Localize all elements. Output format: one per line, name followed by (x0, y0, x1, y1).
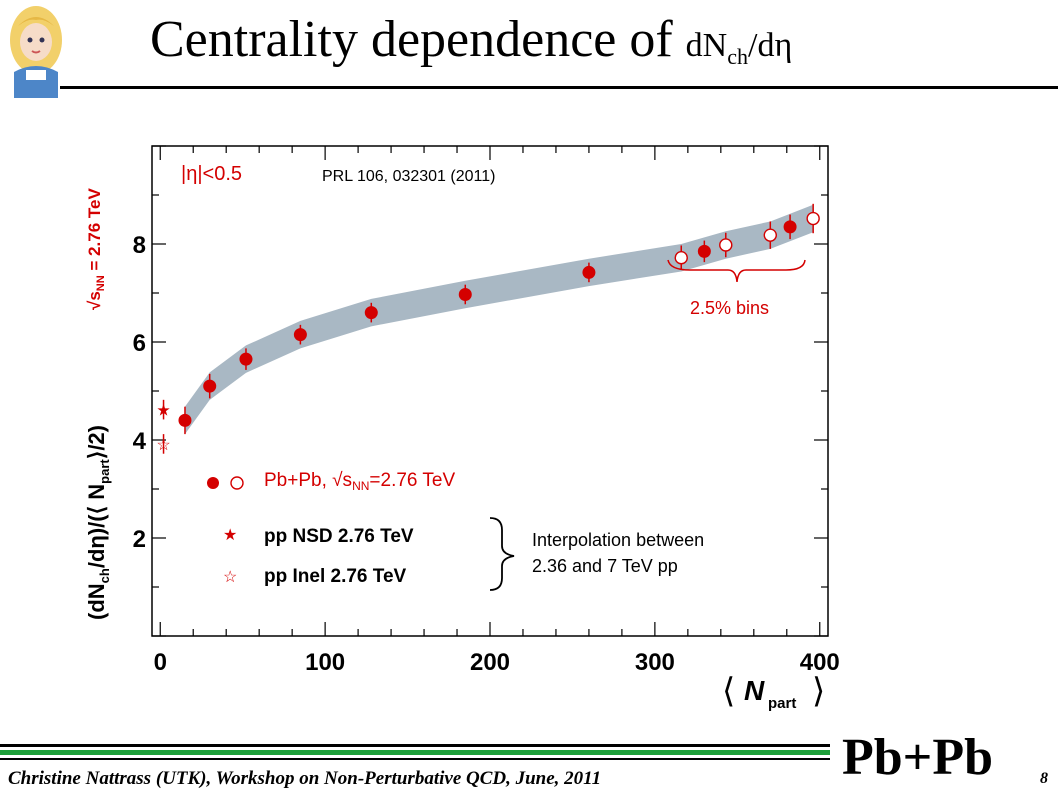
x-tick-label: 400 (800, 649, 840, 676)
y-tick-label: 2 (133, 526, 146, 553)
data-point-filled (364, 306, 378, 320)
data-point-open (806, 211, 820, 226)
interp-line1: Interpolation between (532, 530, 704, 550)
footer-rule-top (0, 744, 830, 747)
x-tick-label: 100 (305, 649, 345, 676)
page-number: 8 (1040, 770, 1048, 787)
legend-filled-circle (207, 477, 219, 489)
slide-title: Centrality dependence of dNch/dη (150, 11, 793, 69)
title-text: Centrality dependence of (150, 11, 686, 68)
footer-rule-green (0, 750, 830, 755)
x-axis-label: ⟨ N part ⟩ (722, 672, 825, 712)
interp-line2: 2.36 and 7 TeV pp (532, 556, 678, 576)
data-point-filled (697, 244, 711, 258)
title-math: dNch/dη (685, 27, 793, 69)
legend: Pb+Pb, √sNN=2.76 TeV ★ pp NSD 2.76 TeV ☆… (207, 470, 704, 591)
alice-logo-icon (10, 6, 62, 98)
data-point-pp-inel: ☆ (156, 437, 170, 454)
data-point-filled (582, 265, 596, 279)
x-tick-label: 200 (470, 649, 510, 676)
bins-label: 2.5% bins (690, 298, 769, 318)
x-tick-label: 300 (635, 649, 675, 676)
data-point-open (719, 238, 733, 252)
data-point-open (674, 251, 688, 265)
data-point-pp-nsd: ★ (156, 403, 170, 420)
systematic-band (184, 204, 814, 435)
y-tick-label: 8 (133, 232, 146, 259)
svg-text:⟨: ⟨ (722, 672, 735, 710)
reference-label: PRL 106, 032301 (2011) (322, 168, 495, 185)
legend-brace (489, 517, 515, 591)
y-tick-label: 6 (133, 330, 146, 357)
data-point-open (763, 228, 777, 242)
y-tick-label: 4 (133, 428, 147, 455)
footer-rule-bottom (0, 758, 830, 760)
y-axis-label: (dNch/dη)/(⟨ Npart⟩/2) (84, 425, 112, 620)
legend-pbpb-label: Pb+Pb, √sNN=2.76 TeV (264, 470, 455, 493)
svg-text:part: part (768, 695, 796, 712)
legend-pp-inel-label: pp Inel 2.76 TeV (264, 566, 407, 587)
data-point-filled (239, 352, 253, 366)
corner-label: Pb+Pb (842, 729, 993, 786)
svg-text:⟩: ⟩ (812, 672, 825, 710)
data-point-filled (458, 287, 472, 301)
footer-text: Christine Nattrass (UTK), Workshop on No… (8, 768, 602, 789)
svg-text:N: N (744, 675, 765, 706)
data-point-filled (178, 413, 192, 427)
chart: 0 100 200 300 400 2 4 6 8 ★ ☆ |η|<0.5 PRL 106, 03… (84, 145, 840, 712)
plot-frame (151, 145, 829, 637)
data-point-filled (783, 220, 797, 234)
legend-pp-nsd-label: pp NSD 2.76 TeV (264, 526, 414, 547)
data-point-filled (203, 379, 217, 393)
legend-filled-star: ★ (223, 527, 237, 544)
data-point-filled (293, 328, 307, 342)
energy-label: √sNN = 2.76 TeV (85, 188, 107, 310)
eta-cut-label: |η|<0.5 (181, 163, 242, 185)
bins-brace (667, 259, 806, 283)
legend-open-circle (230, 476, 244, 490)
x-tick-label: 0 (154, 649, 167, 676)
title-underline (60, 86, 1058, 89)
legend-open-star: ☆ (223, 569, 237, 586)
